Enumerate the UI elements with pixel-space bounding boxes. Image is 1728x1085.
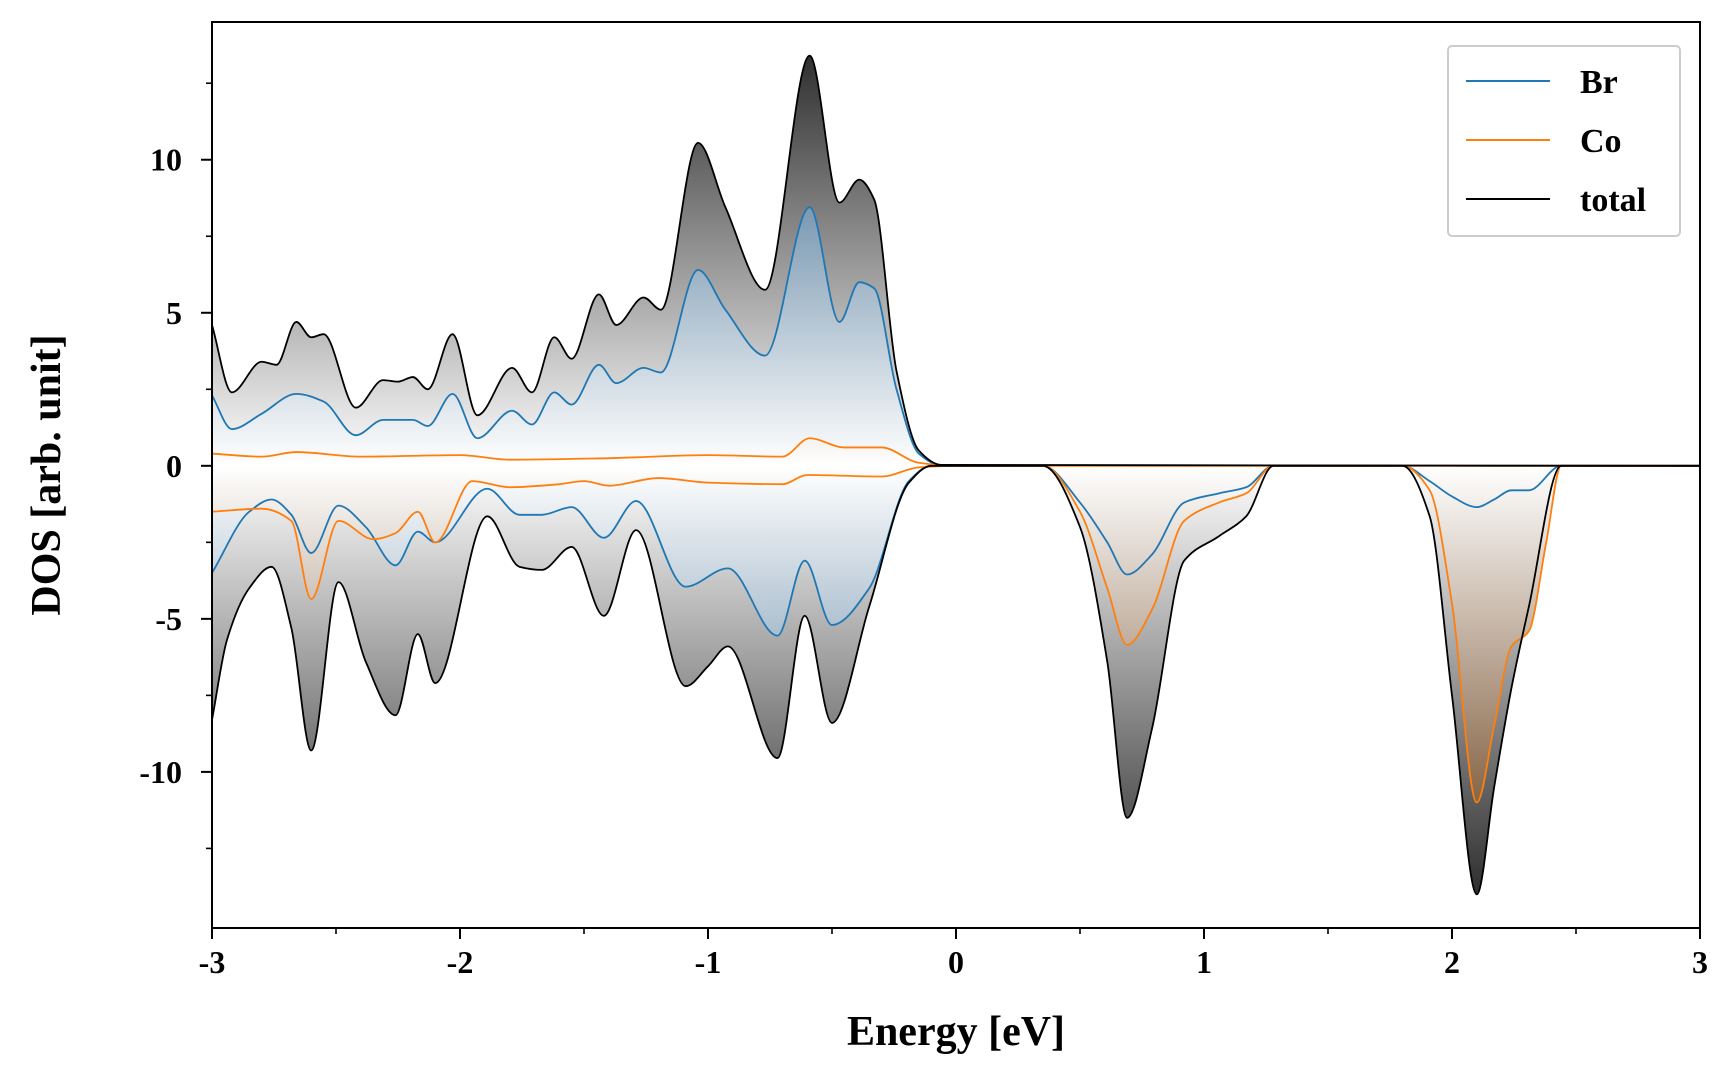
y-tick-label: -10 — [139, 754, 182, 790]
area-up — [212, 207, 1700, 466]
y-tick-label: 10 — [150, 142, 182, 178]
x-tick-label: 2 — [1444, 944, 1460, 980]
line-down — [211, 464, 1700, 896]
y-tick-label: -5 — [155, 601, 182, 637]
line-up — [211, 54, 1701, 467]
x-tick-label: 1 — [1196, 944, 1212, 980]
y-tick-label: 5 — [166, 295, 182, 331]
line-down — [211, 464, 1700, 637]
x-tick-label: 0 — [948, 944, 964, 980]
area-down — [212, 465, 1700, 803]
area-up — [212, 55, 1700, 466]
legend-label: Co — [1580, 123, 1622, 160]
x-axis-label: Energy [eV] — [847, 1009, 1065, 1055]
x-tick-label: -3 — [199, 944, 226, 980]
line-up — [211, 206, 1701, 467]
y-tick-label: 0 — [166, 448, 182, 484]
legend-label: total — [1580, 182, 1646, 219]
x-tick-label: -2 — [447, 944, 474, 980]
legend: Br Co total — [1447, 45, 1681, 237]
legend-box — [1447, 45, 1681, 237]
x-tick-label: 3 — [1692, 944, 1708, 980]
legend-label: Br — [1580, 64, 1618, 101]
x-tick-label: -1 — [695, 944, 722, 980]
area-down — [212, 465, 1700, 636]
y-axis-label: DOS [arb. unit] — [24, 334, 70, 615]
